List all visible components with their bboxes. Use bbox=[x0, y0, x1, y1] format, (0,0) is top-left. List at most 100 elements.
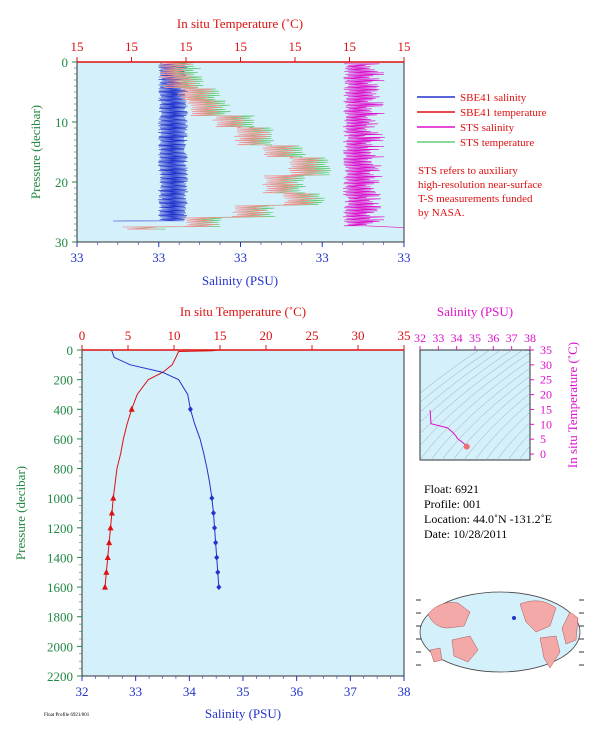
tick-label: 35 bbox=[398, 328, 411, 343]
legend-item-sts-salinity: STS salinity bbox=[417, 122, 515, 134]
top-salinity-axis-title: Salinity (PSU) bbox=[202, 273, 278, 288]
tick-label: 1400 bbox=[47, 550, 73, 565]
legend-item-sts-temperature: STS temperature bbox=[417, 137, 534, 149]
tick-label: 5 bbox=[540, 432, 546, 446]
note-line: STS refers to auxiliary bbox=[418, 165, 518, 177]
sbe41-salinity-trace bbox=[112, 63, 188, 222]
tick-label: 2000 bbox=[47, 639, 73, 654]
tick-label: 0 bbox=[62, 55, 69, 70]
main-pressure-axis-title: Pressure (decibar) bbox=[13, 466, 28, 560]
tick-label: 1200 bbox=[47, 521, 73, 536]
temperature-profile-line bbox=[104, 349, 219, 588]
density-contour bbox=[518, 445, 530, 460]
tick-label: 36 bbox=[487, 331, 499, 345]
salinity-marker bbox=[187, 406, 193, 413]
tick-label: 400 bbox=[54, 402, 74, 417]
tick-label: 15 bbox=[289, 39, 302, 54]
tick-label: 20 bbox=[260, 328, 273, 343]
tick-label: 33 bbox=[398, 250, 411, 265]
note-line: high-resolution near-surface bbox=[418, 179, 542, 191]
tick-label: 33 bbox=[316, 250, 329, 265]
main-pressure-ticks: 0 200 400 600 800 1000 1200 1400 1600 1800 2000 220… bbox=[47, 343, 82, 684]
tick-label: 2200 bbox=[47, 669, 73, 684]
ts-density-contours bbox=[420, 350, 530, 460]
ts-salinity-ticks: 32 33 34 35 36 37 38 bbox=[414, 331, 536, 350]
top-legend: SBE41 salinity SBE41 temperature STS sal… bbox=[417, 92, 547, 149]
tick-label: 15 bbox=[540, 402, 552, 416]
tick-label: 10 bbox=[540, 417, 552, 431]
tick-label: 20 bbox=[55, 175, 68, 190]
salinity-marker bbox=[210, 510, 216, 516]
main-panel: 0 5 10 15 20 25 30 35 32 33 34 35 36 37 38 0 200 400 600… bbox=[13, 304, 411, 721]
tick-label: 30 bbox=[540, 358, 552, 372]
salinity-marker bbox=[216, 584, 222, 591]
tick-label: 1800 bbox=[47, 610, 73, 625]
temperature-marker bbox=[108, 509, 115, 516]
top-traces bbox=[112, 61, 405, 230]
density-contour bbox=[441, 375, 530, 460]
tick-label: 32 bbox=[76, 684, 89, 699]
ts-plot-area bbox=[419, 349, 531, 461]
top-temperature-axis-title: In situ Temperature (˚C) bbox=[177, 16, 303, 31]
credit-text: Float Profile 6921/001 bbox=[44, 713, 90, 718]
main-plot-area bbox=[81, 349, 405, 677]
tick-label: 15 bbox=[125, 39, 138, 54]
float-location: Location: 44.0˚N -131.2˚E bbox=[424, 512, 552, 526]
tick-label: 1000 bbox=[47, 491, 73, 506]
density-contour bbox=[420, 350, 524, 435]
ts-curve bbox=[429, 410, 468, 447]
temperature-marker bbox=[106, 539, 113, 546]
top-pressure-axis-title: Pressure (decibar) bbox=[28, 105, 43, 199]
temperature-marker bbox=[103, 568, 110, 575]
tick-label: 0 bbox=[67, 343, 74, 358]
profile-number: Profile: 001 bbox=[424, 497, 481, 511]
tick-label: 33 bbox=[432, 331, 444, 345]
density-contour bbox=[420, 352, 530, 447]
tick-label: 600 bbox=[54, 432, 74, 447]
density-contour bbox=[420, 350, 491, 403]
salinity-marker bbox=[215, 569, 221, 576]
land-australia bbox=[451, 635, 479, 663]
tick-label: 33 bbox=[152, 250, 165, 265]
tick-label: 35 bbox=[540, 343, 552, 357]
temperature-marker bbox=[102, 583, 108, 590]
tick-label: 36 bbox=[290, 684, 304, 699]
tick-label: 200 bbox=[54, 373, 74, 388]
tick-label: 25 bbox=[540, 373, 552, 387]
tick-label: 33 bbox=[71, 250, 84, 265]
note-line: by NASA. bbox=[418, 207, 465, 219]
land-north-america bbox=[519, 600, 557, 633]
tick-label: 15 bbox=[71, 39, 84, 54]
sts-note: STS refers to auxiliary high-resolution … bbox=[418, 165, 542, 219]
tick-label: 1600 bbox=[47, 580, 73, 595]
density-contour bbox=[485, 411, 530, 460]
top-panel: 15 15 15 15 15 15 15 33 33 33 33 33 0 10 20 30 In sit… bbox=[28, 16, 547, 288]
tick-label: 38 bbox=[398, 684, 411, 699]
density-contour bbox=[420, 350, 513, 423]
temperature-marker bbox=[128, 405, 135, 412]
top-salinity-ticks: 33 33 33 33 33 bbox=[71, 242, 411, 265]
map-land bbox=[427, 600, 579, 669]
ts-salinity-axis-title: Salinity (PSU) bbox=[437, 304, 513, 319]
profile-date: Date: 10/28/2011 bbox=[424, 527, 507, 541]
temperature-marker bbox=[110, 494, 117, 501]
sts-salinity-trace bbox=[342, 63, 405, 228]
tick-label: 38 bbox=[524, 331, 536, 345]
tick-label: 33 bbox=[129, 684, 142, 699]
tick-label: 800 bbox=[54, 462, 74, 477]
land-asia bbox=[427, 602, 471, 629]
density-contour bbox=[474, 402, 530, 460]
float-info: Float: 6921 Profile: 001 Location: 44.0˚… bbox=[424, 482, 552, 541]
legend-label: STS salinity bbox=[460, 122, 515, 134]
temperature-marker bbox=[104, 553, 111, 560]
tick-label: 30 bbox=[55, 235, 68, 250]
main-traces bbox=[102, 349, 222, 591]
ts-temperature-axis-title: In situ Temperature (˚C) bbox=[565, 342, 580, 468]
main-temperature-axis-title: In situ Temperature (˚C) bbox=[180, 304, 306, 319]
tick-label: 35 bbox=[469, 331, 481, 345]
density-contour bbox=[452, 384, 530, 460]
tick-label: 15 bbox=[343, 39, 356, 54]
tick-label: 5 bbox=[125, 328, 132, 343]
main-salinity-ticks: 32 33 34 35 36 37 38 bbox=[76, 676, 411, 699]
